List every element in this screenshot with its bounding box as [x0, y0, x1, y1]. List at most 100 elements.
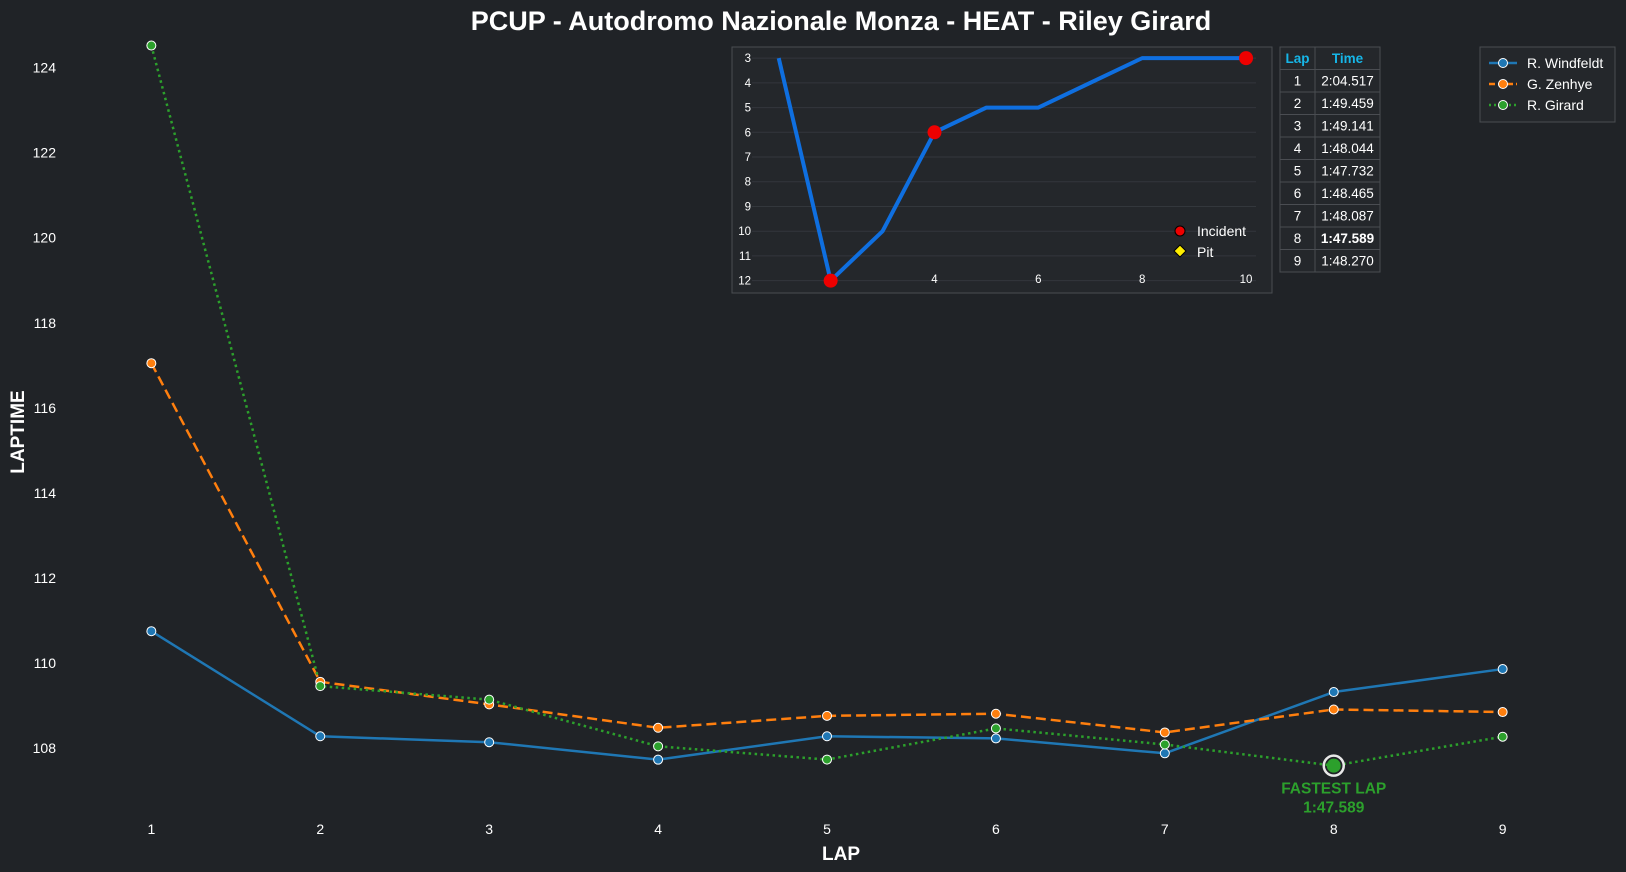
data-point [315, 731, 326, 742]
y-tick-label: 108 [33, 740, 57, 756]
incident-legend-label: Incident [1197, 223, 1246, 239]
table-time-cell: 2:04.517 [1321, 74, 1374, 89]
data-point [1497, 731, 1508, 742]
lap-time-table: Lap Time 1 2:04.517 2 1:49.459 3 1:49.141 4 1:48.… [1279, 46, 1381, 273]
table-time-cell: 1:48.044 [1321, 141, 1374, 156]
y-tick-label: 112 [34, 570, 57, 586]
data-point [990, 723, 1001, 734]
inset-y-tick-label: 4 [745, 78, 752, 90]
table-time-cell: 1:47.732 [1321, 164, 1374, 179]
data-point [653, 722, 664, 733]
data-point [1497, 707, 1508, 718]
x-tick-label: 8 [1330, 821, 1338, 837]
data-point [990, 708, 1001, 719]
pit-legend-icon [1173, 244, 1187, 258]
incident-markers [823, 51, 1254, 288]
data-point [653, 741, 664, 752]
data-point [822, 754, 832, 765]
legend-marker [1498, 79, 1508, 89]
x-tick-label: 3 [485, 821, 493, 837]
fastest-lap-label: FASTEST LAP [1281, 781, 1386, 798]
data-point [1159, 748, 1170, 759]
x-tick-label: 1 [147, 821, 155, 837]
data-point [146, 358, 157, 369]
legend-marker [1498, 58, 1508, 68]
table-lap-cell: 3 [1294, 119, 1302, 134]
data-point [822, 731, 832, 742]
table-lap-cell: 7 [1294, 209, 1302, 224]
inset-y-tick-label: 10 [738, 226, 751, 238]
y-tick-label: 110 [34, 655, 57, 671]
table-time-cell: 1:47.589 [1321, 231, 1374, 246]
legend-label: G. Zenhye [1527, 76, 1593, 92]
y-tick-label: 120 [33, 230, 57, 246]
incident-marker [823, 273, 838, 288]
table-lap-cell: 2 [1294, 96, 1302, 111]
legend-marker [1498, 100, 1508, 110]
table-lap-cell: 1 [1294, 74, 1302, 89]
table-lap-cell: 4 [1294, 141, 1302, 156]
data-point [315, 681, 326, 692]
table-time-cell: 1:48.270 [1321, 254, 1374, 269]
legend-label: R. Windfeldt [1527, 55, 1603, 71]
table-lap-cell: 8 [1294, 231, 1302, 246]
table-time-cell: 1:49.141 [1321, 119, 1374, 134]
x-tick-label: 4 [654, 821, 662, 837]
fastest-lap-ring [1322, 754, 1345, 777]
inset-legend: Incident Pit [1173, 223, 1246, 260]
y-axis-title: LAPTIME [8, 390, 29, 473]
x-axis-title: LAP [822, 844, 860, 865]
data-point [1328, 704, 1339, 715]
data-point [653, 754, 664, 765]
fastest-lap-marker [1326, 758, 1341, 773]
series-points [146, 40, 1508, 771]
chart-title: PCUP - Autodromo Nazionale Monza - HEAT … [471, 6, 1212, 36]
inset-x-tick-label: 6 [1035, 274, 1041, 286]
y-tick-label: 124 [33, 60, 57, 76]
inset-y-tick-label: 3 [745, 53, 751, 65]
x-tick-label: 5 [823, 821, 831, 837]
fastest-lap-annotation: FASTEST LAP 1:47.589 [1281, 754, 1386, 817]
table-header: Time [1332, 51, 1364, 66]
inset-y-tick-label: 7 [745, 152, 751, 164]
data-point [990, 733, 1001, 744]
series-line-1 [150, 362, 1503, 734]
data-point [146, 626, 157, 637]
y-tick-labels: 108 110 112 114 116 118 120 122 124 [33, 60, 57, 757]
data-point [146, 40, 157, 51]
inset-y-tick-label: 5 [745, 103, 751, 115]
inset-y-tick-label: 12 [738, 276, 751, 288]
incident-marker [1239, 51, 1254, 66]
data-point [484, 694, 495, 705]
inset-y-tick-label: 8 [745, 177, 751, 189]
position-line [776, 56, 1247, 283]
y-tick-label: 114 [34, 485, 57, 501]
x-tick-label: 2 [316, 821, 324, 837]
x-tick-labels: 1 2 3 4 5 6 7 8 9 [147, 821, 1506, 837]
y-tick-label: 122 [33, 145, 57, 161]
data-point [1497, 664, 1508, 675]
y-tick-label: 116 [34, 400, 57, 416]
table-lap-cell: 5 [1294, 164, 1302, 179]
x-tick-label: 9 [1499, 821, 1507, 837]
inset-y-tick-labels: 3 4 5 6 7 8 9 10 11 12 [738, 53, 751, 288]
table-lap-cell: 9 [1294, 254, 1302, 269]
data-point [1159, 739, 1170, 750]
legend-label: R. Girard [1527, 97, 1584, 113]
table-time-cell: 1:49.459 [1321, 96, 1374, 111]
inset-x-tick-label: 4 [931, 274, 938, 286]
data-point [484, 737, 495, 748]
incident-legend-icon [1174, 225, 1186, 237]
inset-x-tick-label: 8 [1139, 274, 1145, 286]
y-tick-label: 118 [34, 315, 57, 331]
incident-marker [927, 125, 942, 140]
table-lap-cell: 6 [1294, 186, 1302, 201]
inset-y-tick-label: 6 [745, 127, 751, 139]
fastest-lap-time: 1:47.589 [1303, 800, 1365, 817]
table-header: Lap [1285, 51, 1309, 66]
table-time-cell: 1:48.465 [1321, 186, 1374, 201]
data-point [1159, 727, 1170, 738]
pit-legend-label: Pit [1197, 244, 1213, 260]
